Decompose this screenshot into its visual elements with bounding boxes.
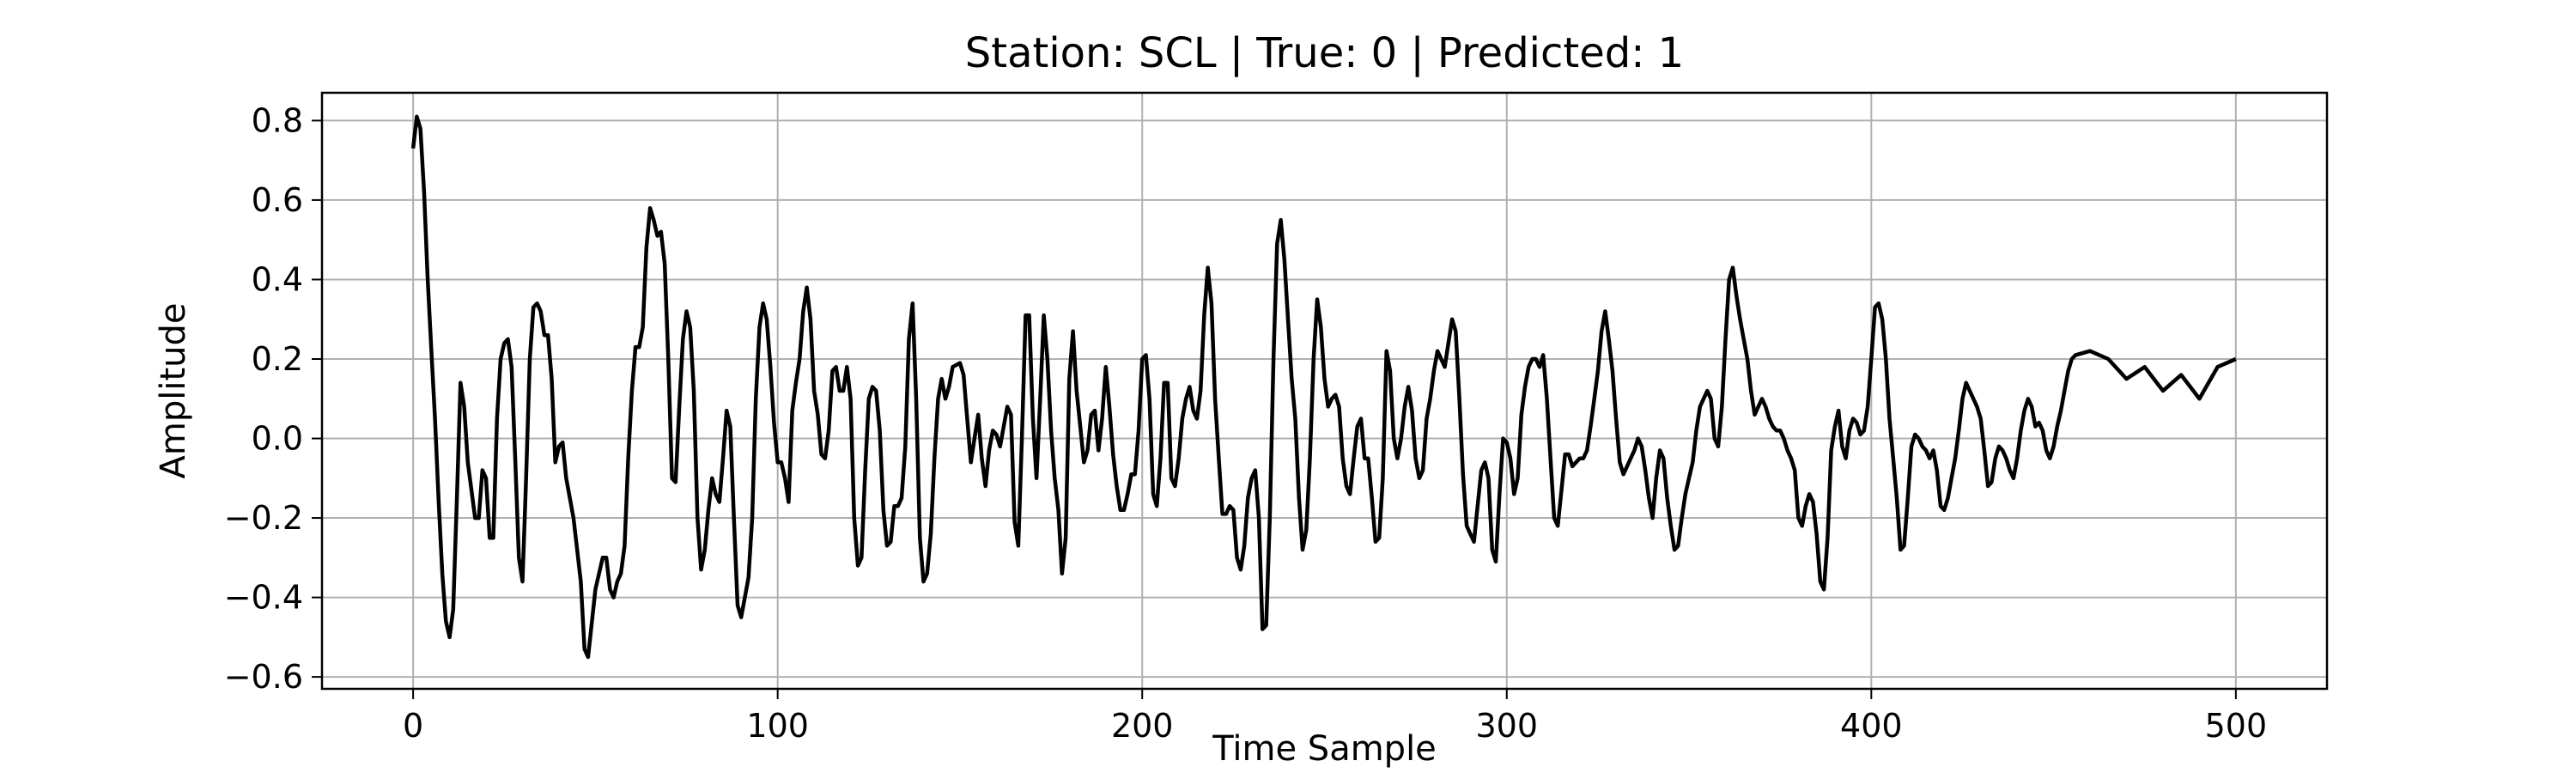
x-tick-label: 100 [746, 707, 809, 745]
y-tick-label: 0.4 [252, 260, 303, 298]
y-tick-label: 0.8 [252, 101, 303, 139]
y-axis-label: Amplitude [154, 303, 193, 479]
x-tick-label: 500 [2205, 707, 2268, 745]
ticks: 0 100 200 300 400 500 −0.6 −0.4 −0.2 0.0 0.2 0.4 0.6… [224, 101, 2267, 745]
x-axis-label: Time Sample [1212, 729, 1437, 769]
series-layer [410, 114, 2237, 660]
y-tick-label: 0.2 [252, 340, 303, 378]
x-tick-label: 0 [403, 707, 423, 745]
y-tick-label: 0.6 [252, 181, 303, 219]
y-tick-label: −0.6 [224, 658, 303, 696]
plot-frame [320, 91, 2329, 691]
chart-title: Station: SCL | True: 0 | Predicted: 1 [965, 29, 1684, 77]
y-tick-label: 0.0 [252, 420, 303, 458]
x-tick-label: 300 [1476, 707, 1539, 745]
grid [322, 93, 2327, 689]
series-line [410, 114, 2237, 660]
x-tick-label: 200 [1111, 707, 1174, 745]
y-tick-label: −0.4 [224, 579, 303, 617]
x-tick-label: 400 [1840, 707, 1903, 745]
y-tick-label: −0.2 [224, 499, 303, 537]
